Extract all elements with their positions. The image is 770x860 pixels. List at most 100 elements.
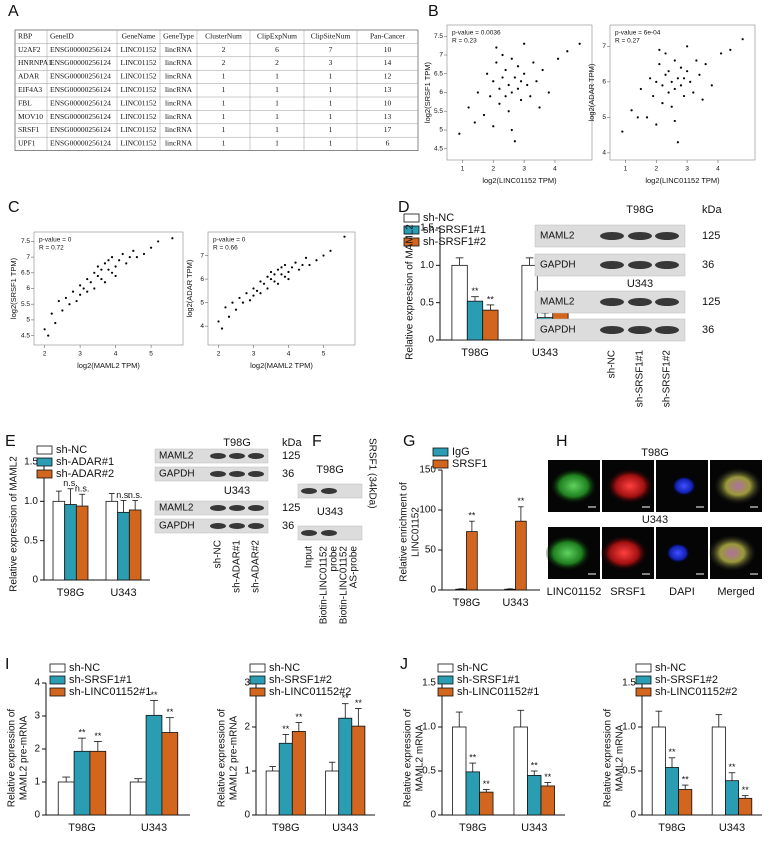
y-axis-label: Relative expression of bbox=[217, 709, 228, 808]
significance-label: ** bbox=[487, 294, 495, 304]
point bbox=[667, 91, 670, 94]
kda-value: 125 bbox=[282, 450, 300, 462]
point bbox=[50, 312, 53, 315]
point bbox=[248, 299, 252, 302]
y-axis-label: Relative expression of bbox=[403, 709, 414, 808]
point bbox=[103, 281, 107, 284]
table-header: GeneName bbox=[122, 31, 156, 40]
lane-label: sh-NC bbox=[213, 540, 224, 568]
legend-label: sh-ADAR#2 bbox=[56, 468, 114, 480]
point bbox=[495, 61, 498, 64]
table-cell: 1 bbox=[222, 112, 226, 121]
bar bbox=[651, 726, 666, 816]
error-bar bbox=[486, 304, 495, 311]
legend-swatch bbox=[437, 663, 454, 673]
significance-label: ** bbox=[471, 286, 479, 296]
y-tick-label: 1.5 bbox=[24, 457, 38, 468]
x-tick-label: 2 bbox=[43, 351, 47, 358]
point bbox=[519, 80, 523, 83]
y-tick-label: 0 bbox=[428, 335, 434, 346]
point bbox=[507, 83, 510, 87]
point bbox=[259, 280, 262, 283]
protein-label: MAML2 bbox=[540, 297, 575, 308]
point bbox=[652, 94, 655, 98]
panel-label: G bbox=[403, 433, 415, 450]
legend-label: sh-SRSF1#2 bbox=[269, 674, 332, 686]
significance-label: ** bbox=[150, 690, 158, 700]
point bbox=[710, 84, 713, 87]
table-cell: lincRNA bbox=[165, 58, 193, 67]
legend-label: sh-LINC01152#1 bbox=[69, 686, 151, 698]
point bbox=[686, 70, 689, 73]
table-cell: LINC01152 bbox=[121, 125, 157, 134]
y-tick-label: 150 bbox=[419, 465, 436, 476]
blot-band bbox=[248, 523, 264, 529]
x-axis-label: log2(MAML2 TPM) bbox=[250, 361, 313, 370]
point bbox=[492, 80, 495, 83]
y-tick-label: 1 bbox=[244, 766, 250, 777]
error-bar bbox=[482, 789, 490, 793]
significance-label: n.s. bbox=[128, 490, 143, 500]
annotation: R = 0.66 bbox=[213, 245, 238, 252]
legend-label: sh-LINC01152#2 bbox=[269, 686, 351, 698]
point bbox=[82, 287, 85, 290]
bar bbox=[466, 300, 484, 341]
point bbox=[621, 130, 624, 133]
kda-value: 36 bbox=[702, 324, 714, 336]
protein-label: MAML2 bbox=[540, 231, 575, 242]
y-tick-label: 1.0 bbox=[24, 496, 38, 507]
x-tick-label: 2 bbox=[217, 351, 221, 358]
x-tick-label: 4 bbox=[553, 166, 557, 173]
point bbox=[523, 72, 526, 75]
bar bbox=[725, 780, 740, 816]
error-bar bbox=[471, 296, 479, 302]
point bbox=[125, 262, 128, 265]
point bbox=[61, 309, 64, 312]
bar bbox=[161, 732, 179, 816]
x-tick-label: U343 bbox=[110, 587, 136, 599]
point bbox=[667, 70, 670, 73]
table-cell: 13 bbox=[384, 85, 392, 94]
error-bar bbox=[93, 741, 102, 752]
point bbox=[636, 116, 639, 119]
y-tick-label: 5 bbox=[26, 317, 30, 324]
legend-swatch bbox=[36, 457, 53, 467]
table-cell: 6 bbox=[386, 139, 390, 148]
point bbox=[252, 287, 255, 290]
annotation: R = 0.23 bbox=[452, 38, 477, 45]
point bbox=[578, 42, 581, 45]
legend-label: sh-SRSF1#2 bbox=[655, 674, 718, 686]
y-axis-label: log2(SRSF1 TPM) bbox=[9, 257, 18, 319]
point bbox=[686, 45, 689, 48]
table-header: ClipExpNum bbox=[257, 31, 297, 40]
error-bar bbox=[469, 520, 475, 532]
table-cell: LINC01152 bbox=[121, 139, 157, 148]
legend-swatch bbox=[49, 663, 66, 673]
y-tick-label: 6 bbox=[200, 276, 204, 283]
bar bbox=[129, 781, 147, 816]
blot-band bbox=[628, 232, 652, 240]
significance-label: ** bbox=[742, 785, 750, 795]
blot-band bbox=[248, 505, 264, 511]
blot-band bbox=[600, 261, 624, 269]
point bbox=[100, 268, 103, 271]
bar bbox=[325, 770, 340, 816]
x-tick-label: 3 bbox=[78, 351, 82, 358]
table-cell: LINC01152 bbox=[121, 45, 157, 54]
error-bar bbox=[150, 700, 158, 716]
point bbox=[495, 46, 498, 49]
table-cell: 1 bbox=[275, 125, 279, 134]
table-header: Pan-Cancer bbox=[370, 31, 405, 40]
bar bbox=[265, 770, 280, 816]
point bbox=[110, 256, 114, 259]
legend-swatch bbox=[635, 663, 652, 673]
point bbox=[238, 296, 241, 300]
protein-label: GAPDH bbox=[159, 469, 195, 480]
point bbox=[682, 94, 686, 98]
lane-label: sh-SRSF1#2 bbox=[662, 350, 673, 408]
y-tick-label: 0 bbox=[32, 575, 38, 586]
table-cell: 2 bbox=[275, 58, 279, 67]
y-tick-label: 1.0 bbox=[422, 722, 436, 733]
error-bar bbox=[741, 795, 749, 799]
point bbox=[513, 140, 516, 143]
